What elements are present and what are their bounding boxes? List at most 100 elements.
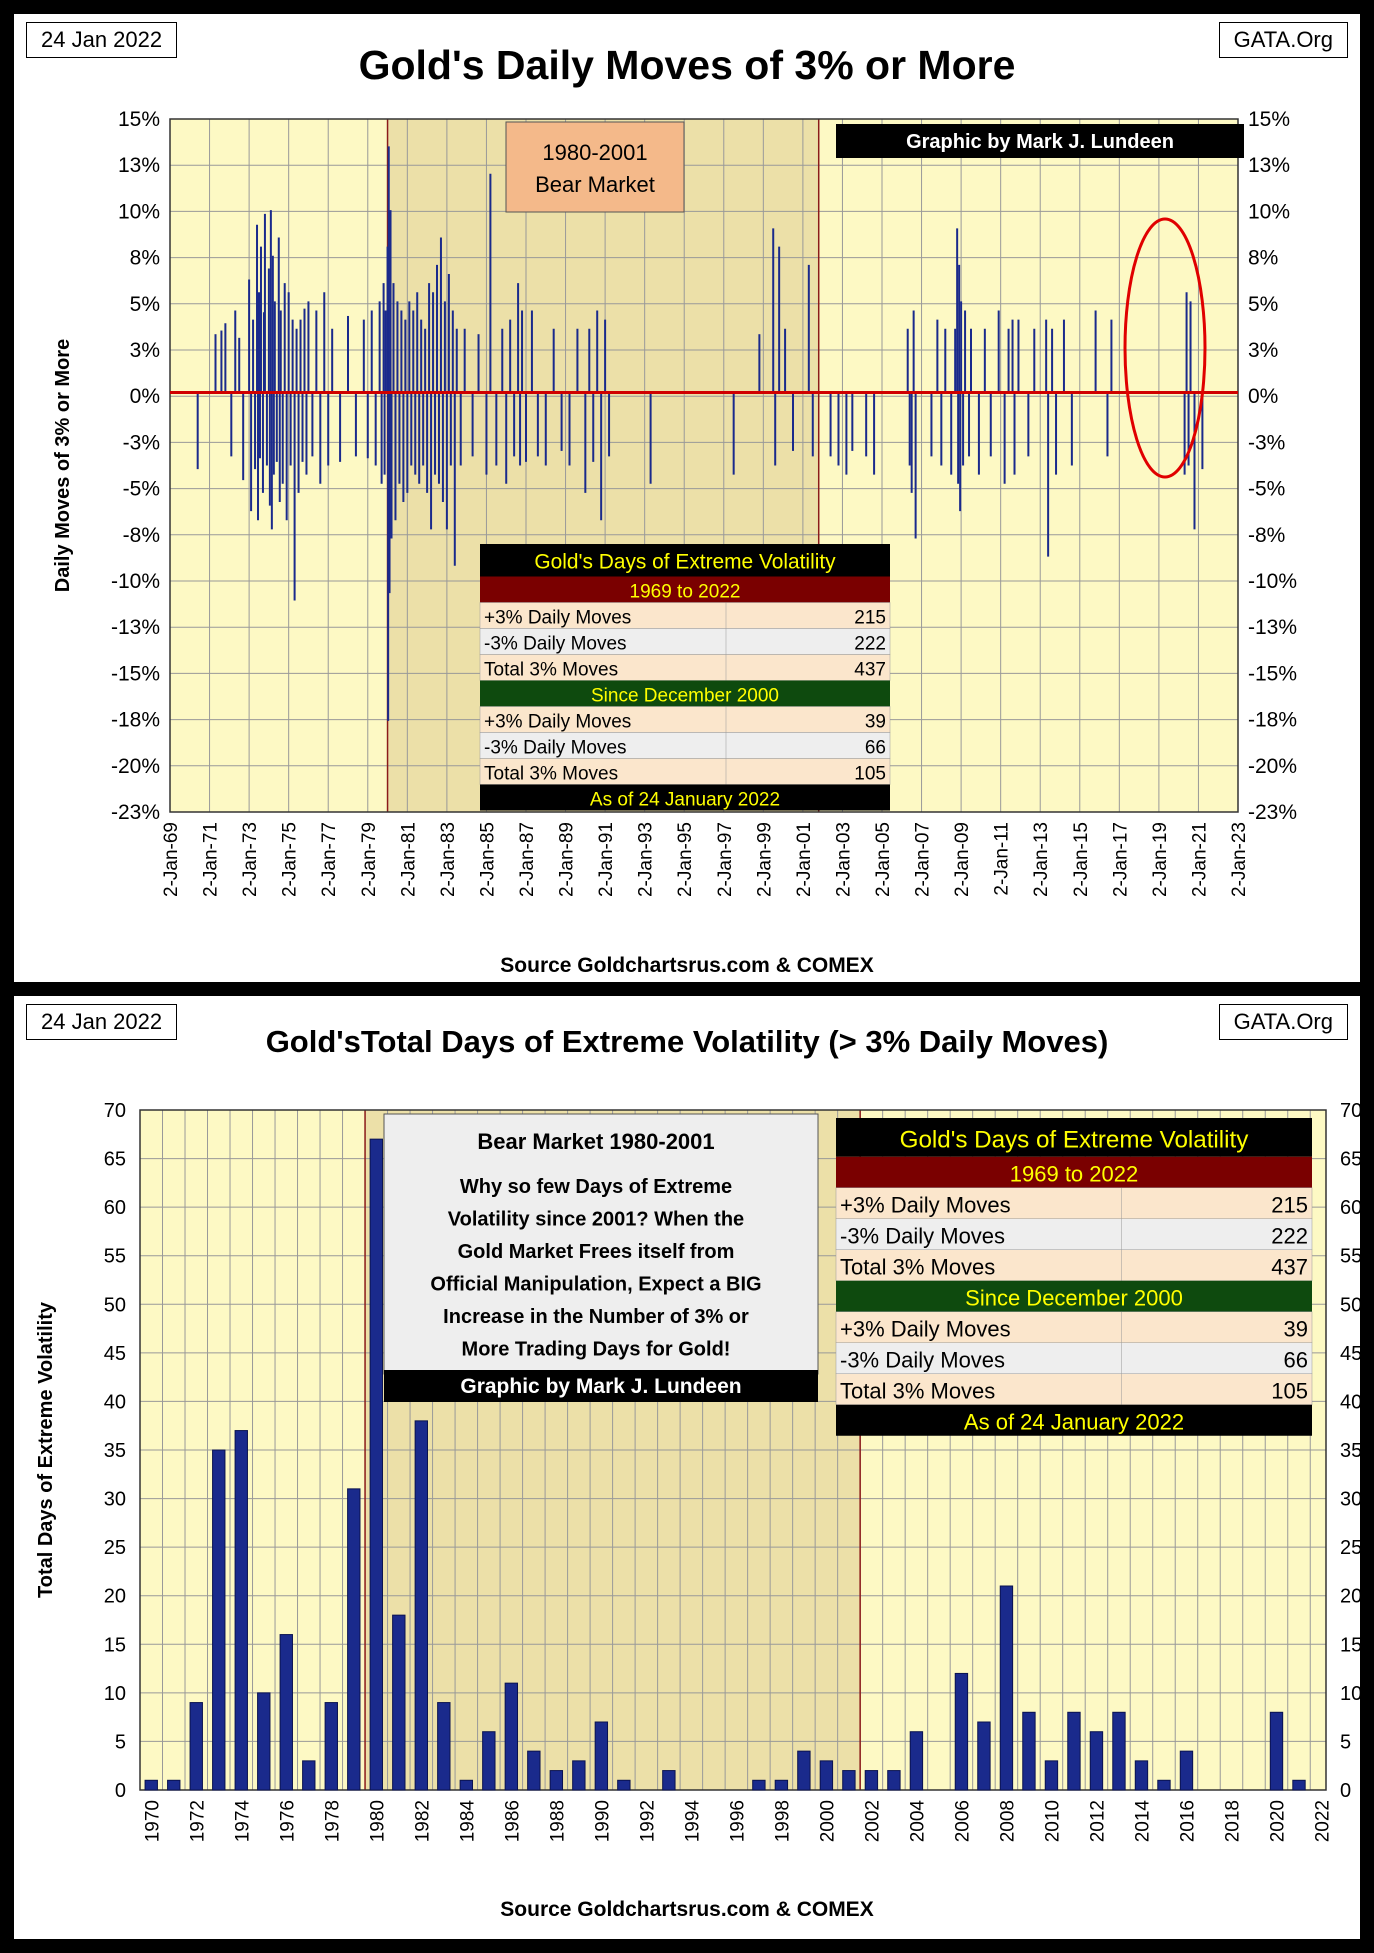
table-header: Gold's Days of Extreme Volatility [534, 551, 836, 574]
y-tick-label-right: 15% [1248, 108, 1290, 131]
table-footer: As of 24 January 2022 [590, 789, 780, 810]
yearly-total-bar [1044, 1760, 1059, 1791]
y-tick-label-right: -8% [1248, 524, 1285, 547]
plot-border [139, 1109, 1327, 1791]
y-tick-label-right: 45 [1340, 1343, 1360, 1365]
bear-market-label: Bear Market [535, 172, 655, 197]
table-row-label: -3% Daily Moves [484, 737, 627, 758]
y-tick-label: 15 [104, 1634, 126, 1656]
y-tick-label: 70 [104, 1100, 126, 1122]
x-tick-label: 1978 [322, 1800, 343, 1842]
y-tick-label-right: 35 [1340, 1440, 1360, 1462]
note-line: Official Manipulation, Expect a BIG [430, 1274, 761, 1296]
x-tick-label: 2-Jan-93 [636, 822, 657, 897]
y-tick-label-right: 55 [1340, 1246, 1360, 1268]
x-tick-label: 2014 [1132, 1800, 1153, 1843]
bear-market-label: 1980-2001 [542, 140, 647, 165]
table-row-value: 437 [1271, 1255, 1308, 1280]
table-row-value: 215 [854, 607, 886, 628]
x-tick-label: 1980 [367, 1800, 388, 1842]
y-tick-label: 55 [104, 1246, 126, 1268]
x-tick-label: 2006 [952, 1800, 973, 1842]
table-row-label: +3% Daily Moves [840, 1317, 1011, 1342]
x-tick-label: 2-Jan-89 [557, 822, 578, 897]
table-row-value: 222 [854, 633, 886, 654]
y-tick-label-right: 0 [1340, 1780, 1351, 1802]
site-tag: GATA.Org [1218, 1004, 1348, 1040]
y-tick-label: 0% [130, 385, 160, 408]
y-tick-label: 10% [118, 200, 160, 223]
credit-banner: Graphic by Mark J. Lundeen [906, 131, 1174, 153]
y-tick-label-right: 15 [1340, 1634, 1360, 1656]
yearly-total-bar [752, 1779, 766, 1791]
yearly-total-bar [1157, 1779, 1171, 1791]
table-row [835, 1373, 1313, 1405]
y-tick-label: 5 [115, 1731, 126, 1753]
y-tick-label: 65 [104, 1149, 126, 1171]
y-tick-label: -15% [111, 662, 160, 685]
yearly-total-bar [392, 1614, 406, 1791]
yearly-total-bar [999, 1585, 1014, 1791]
x-tick-label: 2-Jan-73 [240, 822, 261, 897]
yearly-total-bar [1269, 1711, 1284, 1791]
note-line: Volatility since 2001? When the [448, 1209, 744, 1231]
y-tick-label: 20 [104, 1586, 126, 1608]
y-tick-label: 30 [104, 1489, 126, 1511]
yearly-total-bar [257, 1692, 271, 1791]
y-tick-label-right: 40 [1340, 1391, 1360, 1413]
site-tag: GATA.Org [1218, 22, 1348, 58]
note-box [383, 1113, 819, 1375]
table-row [835, 1342, 1313, 1374]
x-tick-label: 2-Jan-71 [201, 822, 222, 897]
chart-source: Source Goldchartsrus.com & COMEX [500, 954, 874, 977]
y-tick-label: -3% [123, 431, 160, 454]
x-tick-label: 2-Jan-97 [715, 822, 736, 897]
yearly-total-bar [1112, 1711, 1126, 1791]
yearly-total-bar [212, 1449, 226, 1791]
table-row-label: Total 3% Moves [840, 1379, 995, 1404]
yearly-total-bar [347, 1488, 361, 1791]
yearly-total-bar [302, 1760, 316, 1791]
yearly-total-bar [504, 1682, 519, 1791]
y-tick-label-right: -13% [1248, 616, 1297, 639]
x-tick-label: 1972 [187, 1800, 208, 1842]
table-row [479, 654, 891, 681]
y-tick-label: -13% [111, 616, 160, 639]
x-tick-label: 2018 [1222, 1800, 1243, 1842]
y-tick-label: 50 [104, 1294, 126, 1316]
y-tick-label: 8% [130, 247, 160, 270]
note-title: Bear Market 1980-2001 [477, 1129, 714, 1154]
x-tick-label: 2-Jan-81 [398, 822, 419, 897]
y-tick-label-right: 10% [1248, 200, 1290, 223]
yearly-total-bar [369, 1138, 383, 1791]
yearly-total-bar [662, 1770, 676, 1791]
y-tick-label: 15% [118, 108, 160, 131]
table-footer-bg [836, 1404, 1312, 1436]
x-tick-label: 2-Jan-83 [438, 822, 459, 897]
y-tick-label-right: -18% [1248, 709, 1297, 732]
y-tick-label: -23% [111, 801, 160, 824]
table-section-bg [480, 576, 890, 603]
chart-title: Gold'sTotal Days of Extreme Volatility (… [265, 1024, 1109, 1059]
x-tick-label: 2-Jan-99 [754, 822, 775, 897]
y-tick-label: -8% [123, 524, 160, 547]
table-header-bg [836, 1118, 1312, 1157]
yearly-total-bar [594, 1721, 609, 1791]
x-tick-label: 2008 [997, 1800, 1018, 1842]
table-section-bg [836, 1280, 1312, 1312]
table-row-value: 66 [865, 737, 886, 758]
date-tag: 24 Jan 2022 [26, 1004, 178, 1040]
y-tick-label-right: 70 [1340, 1100, 1360, 1122]
y-tick-label-right: 50 [1340, 1294, 1360, 1316]
table-section-label: 1969 to 2022 [630, 581, 741, 602]
table-row [479, 602, 891, 629]
x-tick-label: 1976 [277, 1800, 298, 1842]
note-line: More Trading Days for Gold! [462, 1339, 731, 1361]
yearly-total-bar [279, 1634, 293, 1791]
y-tick-label-right: -15% [1248, 662, 1297, 685]
yearly-total-bar [1022, 1711, 1036, 1791]
yearly-total-bar [234, 1430, 248, 1791]
yearly-totals-panel: 24 Jan 2022 GATA.Org Gold'sTotal Days of… [14, 996, 1360, 1939]
x-tick-label: 2-Jan-69 [161, 822, 182, 897]
y-tick-label-right: 10 [1340, 1683, 1360, 1705]
